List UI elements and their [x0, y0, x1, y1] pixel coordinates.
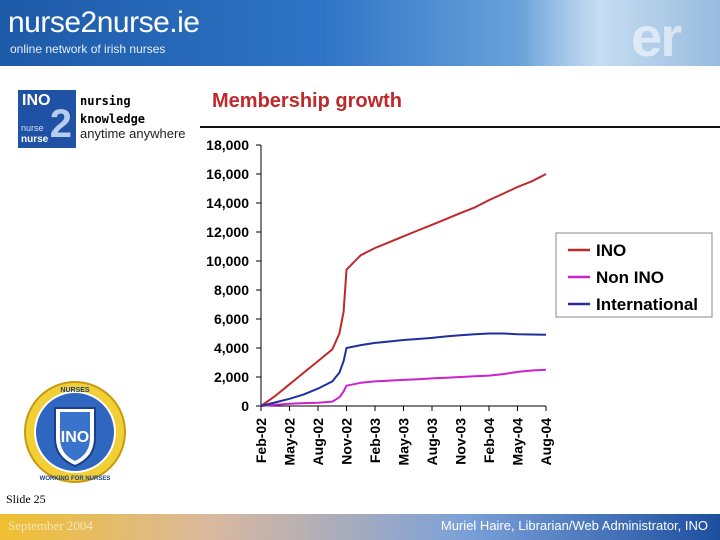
footer-author: Muriel Haire, Librarian/Web Administrato…: [440, 518, 708, 533]
y-tick-label: 16,000: [206, 166, 249, 182]
x-tick-label: Aug-02: [310, 418, 326, 466]
ino-crest-badge: INO NURSES WORKING FOR NURSES: [24, 381, 126, 483]
nursing-word: nursing: [80, 94, 131, 108]
y-tick-label: 8,000: [214, 282, 249, 298]
footer-bar: [0, 514, 720, 540]
slide-number: Slide 25: [6, 492, 46, 506]
footer-date: September 2004: [8, 518, 93, 533]
x-tick-label: Aug-03: [424, 418, 440, 466]
site-title: nurse2nurse.ie: [8, 6, 200, 39]
x-tick-label: May-02: [282, 418, 298, 466]
x-tick-label: Feb-04: [481, 418, 497, 463]
ino-nurse2nurse-logo: INO 2 nurse nurse: [18, 90, 76, 148]
banner-decoration: er: [631, 5, 682, 66]
logo-nurse-bottom: nurse: [21, 134, 49, 145]
x-tick-label: May-04: [510, 418, 526, 466]
series-line-international: [260, 332, 547, 407]
y-tick-label: 6,000: [214, 311, 249, 327]
header-banner: er nurse2nurse.ie online network of iris…: [0, 0, 720, 66]
y-tick-label: 10,000: [206, 253, 249, 269]
series-line-ino: [260, 173, 547, 407]
title-divider: [200, 126, 720, 128]
y-tick-label: 0: [241, 398, 249, 414]
legend-label: Non INO: [596, 268, 664, 287]
y-tick-label: 12,000: [206, 224, 249, 240]
banner-photo: [520, 0, 720, 66]
logo-two-text: 2: [49, 102, 72, 146]
chart-legend: INO Non INO International: [555, 232, 713, 318]
badge-top-text: NURSES: [60, 387, 90, 394]
y-tick-label: 2,000: [214, 369, 249, 385]
x-tick-label: Nov-02: [339, 418, 355, 465]
x-tick-label: May-03: [396, 418, 412, 466]
site-subtitle: online network of irish nurses: [10, 42, 166, 56]
series-line-non-ino: [260, 368, 547, 407]
badge-center-text: INO: [61, 429, 89, 446]
legend-label: INO: [596, 241, 626, 260]
x-tick-label: Feb-03: [367, 418, 383, 463]
x-tick-label: Feb-02: [253, 418, 269, 463]
x-tick-label: Nov-03: [453, 418, 469, 465]
y-tick-label: 14,000: [206, 195, 249, 211]
logo-tagline: anytime anywhere: [80, 126, 186, 141]
chart-axes: 0 2,000 4,000 6,000 8,000 10,000 12,000 14,000 1…: [206, 137, 554, 465]
logo-ino-text: INO: [22, 92, 51, 109]
legend-label: International: [596, 295, 698, 314]
nursing-knowledge-text: nursing knowledge: [80, 92, 145, 128]
badge-bottom-text: WORKING FOR NURSES: [40, 476, 111, 482]
chart-title: Membership growth: [212, 90, 403, 112]
chart-series-lines: [260, 173, 547, 407]
y-tick-label: 18,000: [206, 137, 249, 153]
knowledge-word: knowledge: [80, 112, 146, 126]
y-tick-label: 4,000: [214, 340, 249, 356]
logo-nurse-top: nurse: [21, 123, 44, 133]
x-tick-label: Aug-04: [538, 418, 554, 466]
